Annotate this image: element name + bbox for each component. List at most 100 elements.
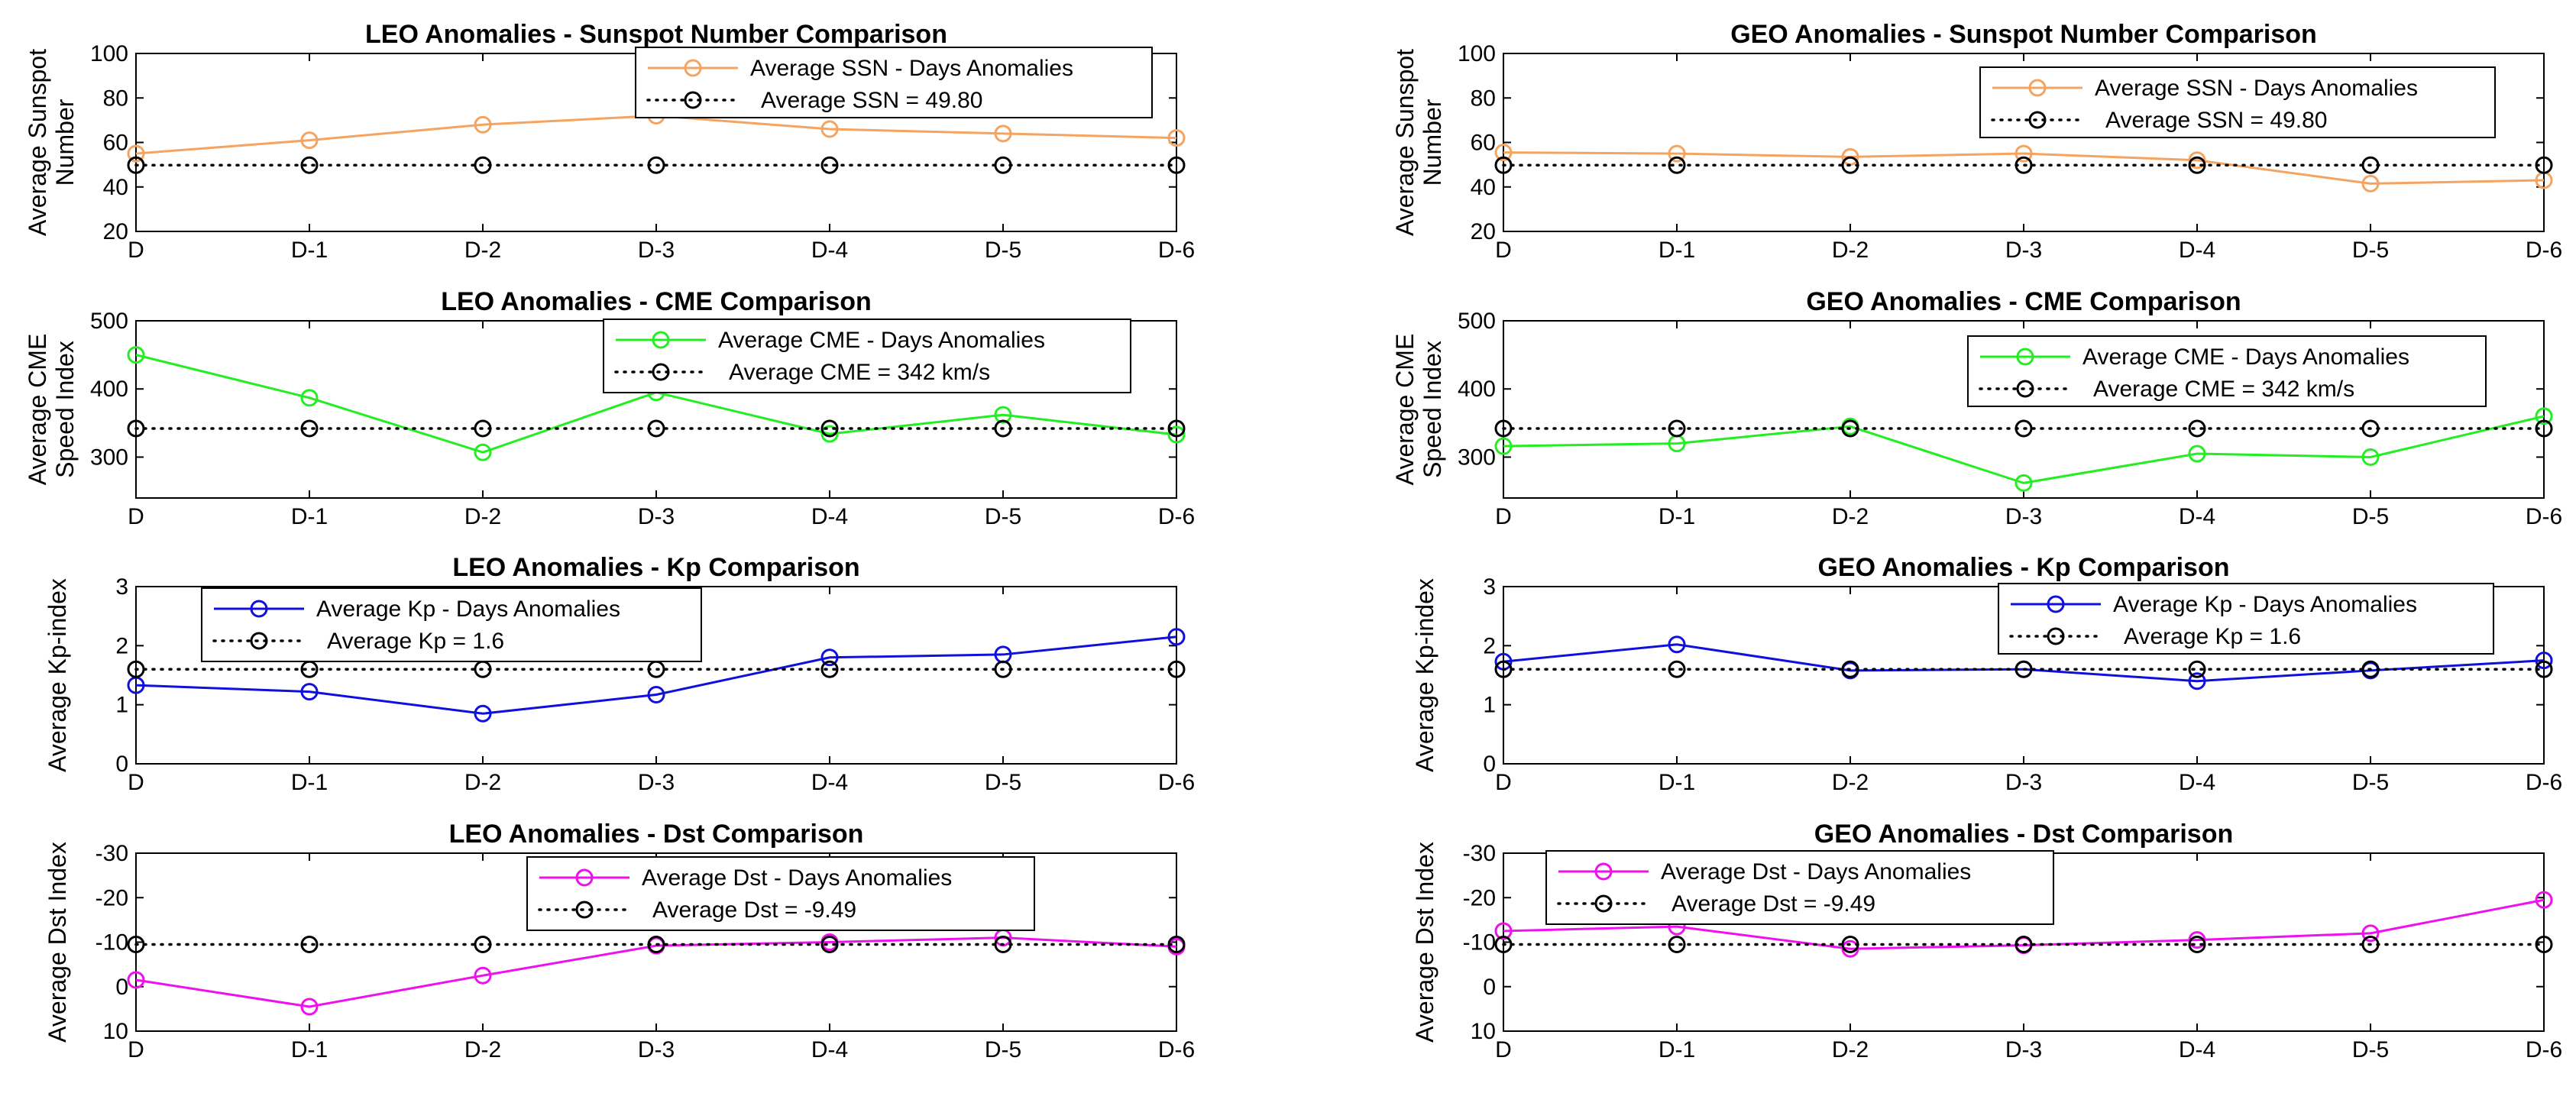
legend-label: Average SSN - Days Anomalies [750,56,1073,81]
x-tick-label: D [1495,238,1512,263]
chart-panel-1: GEO Anomalies - Sunspot Number Compariso… [1391,20,2562,263]
x-tick-label: D-1 [1659,770,1695,795]
legend-box [201,587,702,662]
y-tick-label: 80 [103,86,128,111]
data-point [647,419,665,438]
chart-title: LEO Anomalies - Dst Comparison [449,820,864,849]
series-1 [1494,419,2553,438]
y-tick-label: 2 [115,633,128,658]
legend-marker [684,91,702,109]
legend-box [635,47,1153,118]
y-axis-label: Speed Index [51,341,79,478]
data-point [127,660,145,678]
data-point [300,998,319,1016]
legend-marker [1594,894,1613,913]
data-point [127,346,145,364]
data-point [1668,935,1686,953]
legend-label: Average Dst - Days Anomalies [1661,859,1971,884]
y-tick-label: 40 [1471,175,1496,200]
x-tick-label: D-4 [811,1037,848,1062]
x-tick-label: D [128,238,144,263]
data-point [1668,635,1686,654]
legend-marker [652,331,670,349]
data-point [300,389,319,407]
data-point [2188,445,2206,463]
data-point [820,660,839,678]
x-tick-label: D-2 [1832,1037,1869,1062]
data-point [1167,129,1186,147]
y-tick-label: 60 [1471,131,1496,156]
data-point [2361,660,2380,678]
data-point [300,935,319,953]
data-point [1494,660,1513,678]
data-point [474,115,492,134]
x-tick-label: D-1 [291,238,328,263]
y-tick-label: 300 [1458,445,1496,470]
data-point [1841,660,1859,678]
x-tick-label: D-4 [811,770,848,795]
data-point [2361,419,2380,438]
x-tick-label: D-3 [638,504,675,529]
data-point [647,935,665,953]
data-point [1494,419,1513,438]
x-tick-label: D-6 [1158,238,1195,263]
data-point [2361,448,2380,466]
y-tick-label: 100 [1458,41,1496,66]
y-tick-label: 400 [90,377,128,402]
data-point [820,425,839,443]
y-tick-label: 500 [90,309,128,334]
data-point [2188,660,2206,678]
x-tick-label: D-3 [2005,238,2042,263]
data-point [2535,652,2553,670]
series-line [1503,415,2545,484]
data-point [1494,922,1513,940]
y-tick-label: -20 [1463,885,1496,910]
legend-label: Average Kp = 1.6 [327,629,504,654]
data-point [1841,156,1859,174]
x-tick-label: D-3 [638,238,675,263]
data-point [474,443,492,461]
chart-panel-0: LEO Anomalies - Sunspot Number Compariso… [24,20,1195,263]
series-0 [127,628,1186,723]
legend-box [1979,66,2496,138]
legend-label: Average CME - Days Anomalies [718,328,1045,353]
legend-marker [2016,380,2034,398]
data-point [300,156,319,174]
data-point [2015,660,2033,678]
x-tick-label: D [128,770,144,795]
x-tick-label: D-4 [811,238,848,263]
legend-label: Average Dst = -9.49 [1671,891,1875,917]
data-point [2188,931,2206,949]
x-tick-label: D-3 [2005,504,2042,529]
x-tick-label: D-2 [1832,770,1869,795]
y-tick-label: 300 [90,445,128,470]
legend-marker [250,600,268,618]
y-axis-label: Average Sunspot [1391,49,1419,236]
data-point [300,131,319,150]
x-tick-label: D-6 [2526,770,2562,795]
data-point [1494,156,1513,174]
data-point [1668,156,1686,174]
x-tick-label: D-1 [1659,1037,1695,1062]
x-tick-label: D-2 [464,238,501,263]
legend-marker [2028,111,2047,129]
x-tick-label: D-6 [2526,1037,2562,1062]
legend-label: Average CME = 342 km/s [729,360,990,385]
chart-panel-2: LEO Anomalies - CME Comparison D D-1 D-2 D-3… [24,287,1195,529]
data-point [1841,419,1859,438]
data-point [2361,935,2380,953]
data-point [1167,425,1186,444]
chart-panel-4: LEO Anomalies - Kp Comparison D D-1 D-2 D-3 D… [44,553,1195,795]
legend-marker [575,868,594,887]
data-point [474,935,492,953]
data-point [2535,407,2553,425]
legend-box [1967,335,2487,407]
data-point [994,156,1012,174]
x-tick-label: D-2 [1832,504,1869,529]
legend: Average Kp - Days Anomalies Average Kp = … [1998,583,2494,655]
data-point [1494,437,1513,455]
chart-title: GEO Anomalies - Kp Comparison [1817,553,2229,582]
data-point [994,406,1012,424]
x-tick-label: D-2 [1832,238,1869,263]
